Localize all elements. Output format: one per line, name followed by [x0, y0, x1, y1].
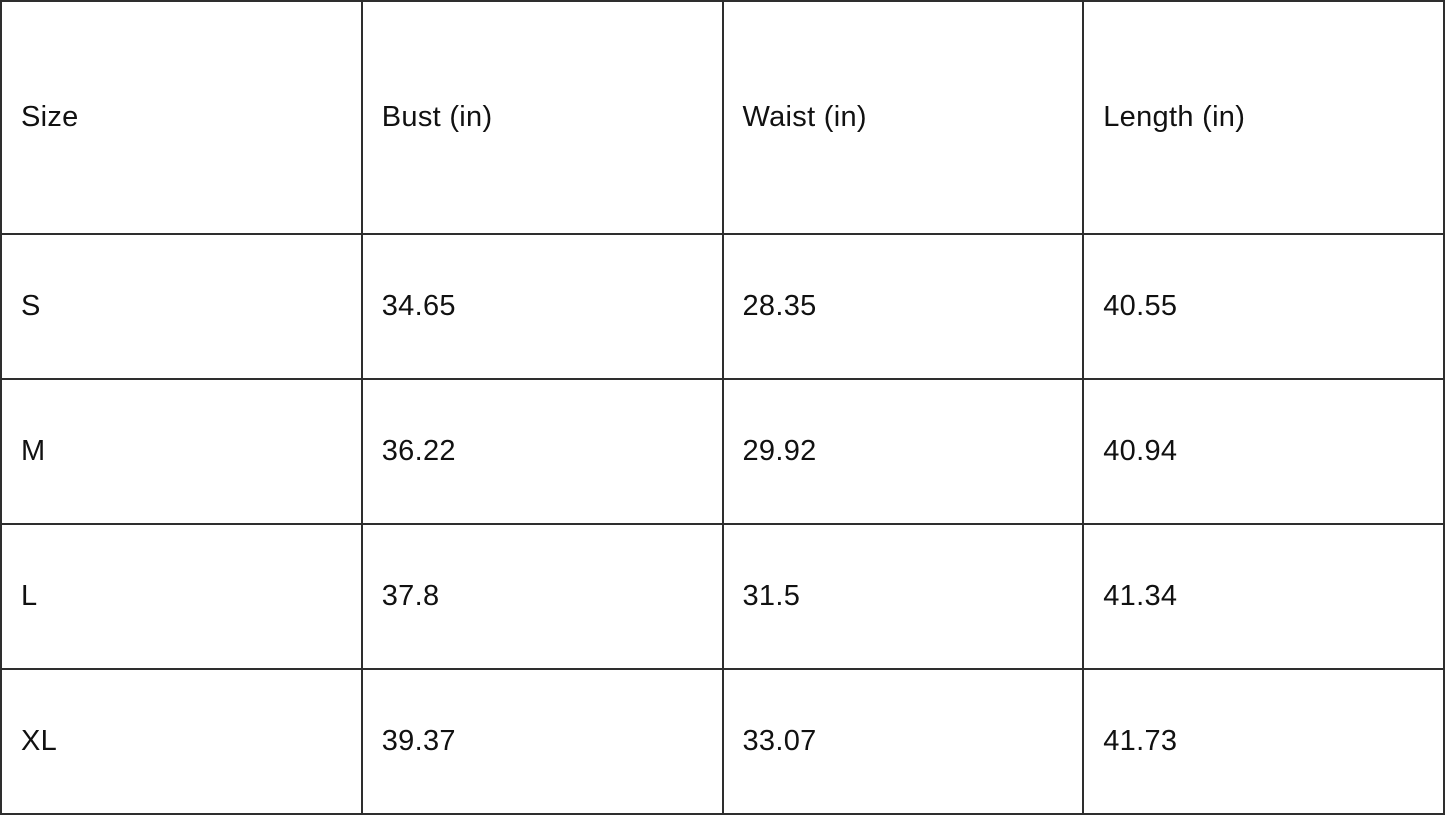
- cell-waist: 31.5: [721, 523, 1085, 670]
- cell-length: 40.55: [1082, 233, 1445, 380]
- cell-bust: 34.65: [360, 233, 724, 380]
- table-row-m: M 36.22 29.92 40.94: [0, 378, 1445, 525]
- cell-size: L: [0, 523, 363, 670]
- table-row-xl: XL 39.37 33.07 41.73: [0, 668, 1445, 815]
- header-cell-waist: Waist (in): [721, 0, 1085, 235]
- header-cell-length: Length (in): [1082, 0, 1445, 235]
- cell-size: M: [0, 378, 363, 525]
- header-row: Size Bust (in) Waist (in) Length (in): [0, 0, 1445, 235]
- cell-length: 40.94: [1082, 378, 1445, 525]
- cell-size: S: [0, 233, 363, 380]
- cell-bust: 37.8: [360, 523, 724, 670]
- cell-size: XL: [0, 668, 363, 815]
- table-row-s: S 34.65 28.35 40.55: [0, 233, 1445, 380]
- size-chart-body: S 34.65 28.35 40.55 M 36.22 29.92 40.94 …: [0, 233, 1445, 815]
- cell-waist: 33.07: [721, 668, 1085, 815]
- header-cell-size: Size: [0, 0, 363, 235]
- cell-length: 41.34: [1082, 523, 1445, 670]
- size-chart-header: Size Bust (in) Waist (in) Length (in): [0, 0, 1445, 235]
- header-cell-bust: Bust (in): [360, 0, 724, 235]
- cell-length: 41.73: [1082, 668, 1445, 815]
- table-row-l: L 37.8 31.5 41.34: [0, 523, 1445, 670]
- cell-waist: 28.35: [721, 233, 1085, 380]
- cell-bust: 36.22: [360, 378, 724, 525]
- cell-waist: 29.92: [721, 378, 1085, 525]
- cell-bust: 39.37: [360, 668, 724, 815]
